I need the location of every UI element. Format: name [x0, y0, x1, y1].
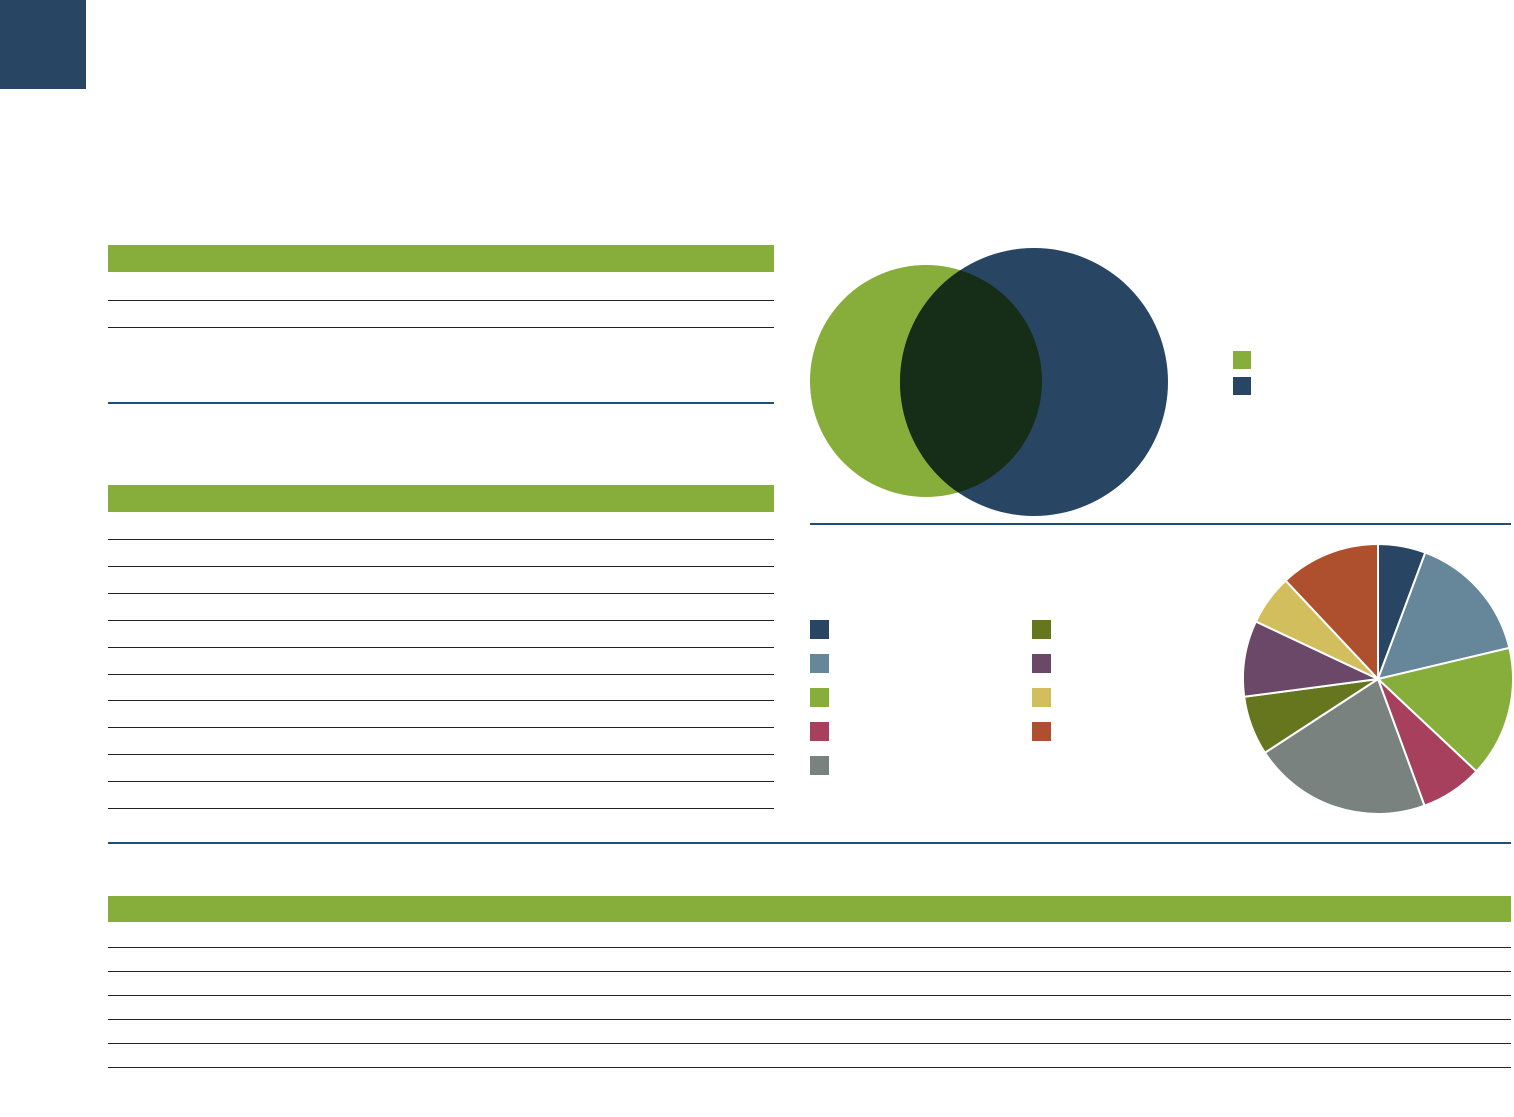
pie-slice [1263, 677, 1426, 816]
legend-swatch [1032, 688, 1051, 707]
table-top [108, 245, 774, 328]
legend-swatch [1032, 620, 1051, 639]
pie-slice [1284, 542, 1379, 682]
venn-overlap [900, 265, 1042, 497]
table-header [108, 896, 1511, 922]
table-bottom [108, 896, 1511, 1068]
table-header [108, 245, 774, 272]
venn-legend-swatch [1233, 351, 1251, 369]
legend-swatch [1032, 654, 1051, 673]
venn-diagram [810, 248, 1251, 516]
pie-slice [1375, 646, 1514, 773]
legend-swatch [810, 688, 829, 707]
table-middle [108, 485, 774, 809]
table-header [108, 485, 774, 512]
pie-chart [810, 542, 1514, 816]
legend-swatch [810, 620, 829, 639]
legend-swatch [810, 654, 829, 673]
legend-swatch [810, 756, 829, 775]
venn-legend-swatch [1233, 377, 1251, 395]
legend-swatch [810, 722, 829, 741]
pie-slice [1376, 551, 1511, 681]
corner-block [0, 0, 86, 89]
legend-swatch [1032, 722, 1051, 741]
